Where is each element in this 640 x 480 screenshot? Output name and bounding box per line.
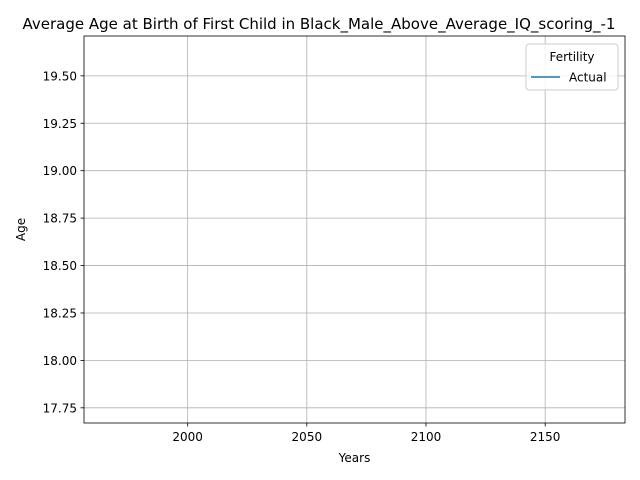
y-axis-ticks: 17.75 18.00 18.25 18.50 18.75 19.00 19.25 19.50: [43, 69, 84, 415]
y-tick-label: 18.00: [43, 354, 77, 368]
x-axis-label: Years: [338, 451, 371, 465]
y-tick-label: 18.75: [43, 212, 77, 226]
y-tick-label: 18.50: [43, 259, 77, 273]
plot-frame: [83, 35, 626, 424]
legend-box: [525, 43, 619, 91]
legend: Fertility Actual: [525, 43, 619, 91]
x-axis-ticks: 2000 2050 2100 2150: [172, 423, 560, 444]
y-tick-label: 19.50: [43, 69, 77, 83]
y-tick-label: 19.00: [43, 164, 77, 178]
y-tick-label: 18.25: [43, 306, 77, 320]
x-tick-label: 2050: [292, 430, 323, 444]
x-tick-label: 2100: [411, 430, 442, 444]
chart-title: Average Age at Birth of First Child in B…: [23, 15, 616, 34]
legend-label-actual: Actual: [569, 71, 607, 85]
grid-lines: [84, 36, 625, 423]
x-tick-label: 2150: [530, 430, 561, 444]
y-axis-label: Age: [14, 218, 28, 241]
x-tick-label: 2000: [172, 430, 203, 444]
y-tick-label: 19.25: [43, 117, 77, 131]
legend-title: Fertility: [549, 50, 594, 64]
y-tick-label: 17.75: [43, 401, 77, 415]
